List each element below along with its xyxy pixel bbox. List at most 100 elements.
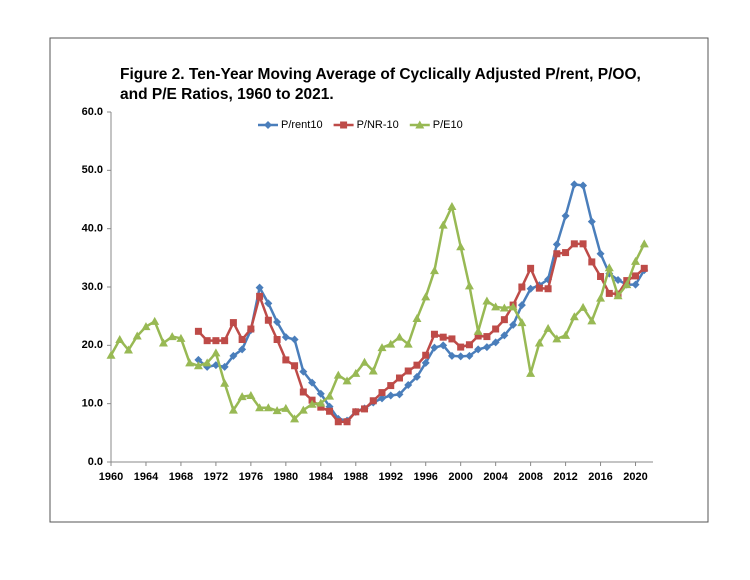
- data-point: [500, 331, 509, 340]
- data-point: [473, 326, 483, 335]
- data-point: [291, 362, 299, 370]
- data-point: [483, 333, 491, 341]
- data-point: [212, 337, 220, 345]
- x-tick-label: 2012: [553, 471, 577, 483]
- data-point: [412, 372, 421, 381]
- data-point: [632, 272, 640, 280]
- data-point: [631, 256, 641, 265]
- data-point: [203, 337, 211, 345]
- y-tick-label: 0.0: [88, 456, 103, 468]
- data-point: [150, 316, 160, 325]
- data-point: [570, 240, 578, 248]
- data-point: [457, 343, 465, 351]
- data-point: [588, 258, 596, 266]
- y-tick-label: 10.0: [82, 398, 103, 410]
- legend-label: P/rent10: [281, 119, 323, 131]
- legend-marker: [415, 120, 425, 129]
- data-point: [378, 389, 386, 397]
- data-point: [482, 343, 491, 352]
- x-tick-label: 1972: [204, 471, 228, 483]
- data-point: [596, 293, 606, 302]
- data-point: [325, 391, 335, 400]
- data-point: [378, 394, 386, 403]
- data-point: [413, 361, 421, 369]
- data-point: [228, 405, 238, 414]
- x-tick-label: 1964: [134, 471, 159, 483]
- data-point: [316, 398, 326, 407]
- data-point: [464, 281, 474, 290]
- data-point: [352, 408, 360, 416]
- data-point: [404, 367, 412, 375]
- data-point: [578, 302, 588, 311]
- data-point: [377, 343, 387, 352]
- data-point: [526, 368, 536, 377]
- data-point: [316, 389, 325, 398]
- data-point: [220, 362, 229, 371]
- data-point: [534, 338, 544, 347]
- data-point: [456, 242, 466, 251]
- data-point: [158, 338, 168, 347]
- data-point: [500, 316, 508, 324]
- data-point: [429, 266, 439, 275]
- data-point: [465, 341, 473, 349]
- data-point: [185, 358, 195, 367]
- data-point: [492, 325, 500, 333]
- data-point: [543, 323, 553, 332]
- data-point: [115, 335, 125, 343]
- data-point: [438, 220, 448, 229]
- x-tick-label: 2000: [448, 471, 472, 483]
- data-point: [237, 392, 247, 401]
- y-tick-label: 60.0: [82, 106, 103, 118]
- data-point: [238, 345, 247, 354]
- data-point: [465, 351, 474, 360]
- data-point: [422, 351, 430, 359]
- data-point: [264, 316, 272, 324]
- legend-marker: [340, 121, 348, 129]
- data-point: [246, 391, 256, 399]
- data-point: [255, 403, 265, 412]
- series-line: [109, 202, 646, 421]
- data-point: [281, 403, 291, 412]
- data-point: [141, 322, 151, 331]
- data-point: [509, 320, 518, 329]
- data-point: [290, 335, 299, 344]
- x-tick-label: 1960: [99, 471, 123, 483]
- data-point: [430, 330, 438, 338]
- series-line: [197, 182, 646, 422]
- data-point: [596, 249, 605, 258]
- data-point: [448, 335, 456, 343]
- data-point: [176, 333, 186, 342]
- data-point: [360, 357, 370, 366]
- data-point: [229, 351, 238, 360]
- legend-marker: [264, 121, 272, 129]
- data-point: [273, 318, 282, 326]
- data-point: [597, 273, 605, 280]
- data-point: [386, 339, 396, 348]
- x-tick-label: 1980: [274, 471, 298, 483]
- data-point: [491, 302, 501, 311]
- data-point: [639, 239, 649, 248]
- data-point: [307, 399, 317, 408]
- data-point: [351, 368, 361, 377]
- data-point: [194, 327, 202, 335]
- data-point: [474, 345, 483, 354]
- data-point: [579, 240, 587, 248]
- data-point: [368, 366, 378, 375]
- x-tick-label: 2004: [483, 471, 508, 483]
- chart-title: Figure 2. Ten-Year Moving Average of Cyc…: [120, 66, 641, 83]
- data-point: [631, 280, 640, 289]
- data-point: [561, 211, 570, 220]
- x-tick-label: 2016: [588, 471, 612, 483]
- data-point: [535, 284, 543, 292]
- data-point: [412, 314, 422, 322]
- y-tick-label: 20.0: [82, 339, 103, 351]
- data-point: [264, 299, 273, 308]
- data-point: [361, 405, 369, 413]
- data-point: [491, 338, 500, 347]
- x-tick-label: 1968: [169, 471, 193, 483]
- chart-title: and P/E Ratios, 1960 to 2021.: [120, 86, 334, 103]
- data-point: [333, 370, 343, 379]
- data-point: [255, 283, 264, 292]
- x-tick-label: 1976: [239, 471, 263, 483]
- data-point: [394, 332, 404, 341]
